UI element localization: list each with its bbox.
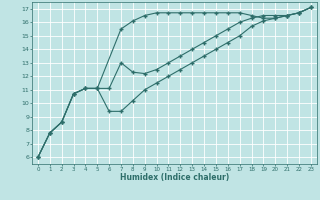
X-axis label: Humidex (Indice chaleur): Humidex (Indice chaleur) [120,173,229,182]
